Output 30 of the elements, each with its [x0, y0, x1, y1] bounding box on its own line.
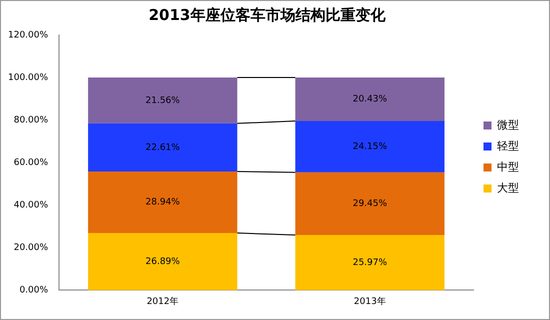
- x-tick-label: 2012年: [146, 296, 179, 307]
- legend-label: 微型: [497, 118, 519, 132]
- bar: [88, 78, 238, 124]
- data-label: 24.15%: [352, 142, 388, 152]
- legend-label: 大型: [497, 181, 519, 194]
- data-label: 21.56%: [145, 96, 180, 106]
- chart-title: 2013年座位客车市场结构比重变化: [148, 6, 386, 24]
- data-label: 25.97%: [352, 258, 388, 268]
- data-label: 28.94%: [145, 198, 180, 208]
- bar: [88, 171, 238, 234]
- bar: [88, 123, 238, 172]
- y-tick-label: 80.00%: [14, 115, 48, 126]
- y-tick-label: 40.00%: [14, 200, 48, 210]
- y-tick-label: 120.00%: [8, 30, 48, 40]
- y-tick-label: 60.00%: [14, 158, 48, 168]
- data-label: 26.89%: [145, 256, 180, 267]
- y-tick-label: 20.00%: [14, 243, 48, 254]
- y-tick-label: 0.00%: [19, 286, 48, 296]
- bar: [88, 233, 238, 290]
- legend-label: 中型: [497, 160, 519, 174]
- data-label: 22.61%: [145, 142, 180, 153]
- y-tick-label: 100.00%: [8, 72, 48, 83]
- legend-label: 轻型: [497, 139, 519, 152]
- bar: [295, 120, 444, 172]
- bar: [295, 172, 444, 235]
- x-tick-label: 2013年: [354, 296, 386, 307]
- bar: [295, 78, 444, 121]
- bar: [295, 234, 444, 290]
- data-label: 29.45%: [352, 199, 388, 209]
- data-label: 20.43%: [352, 94, 388, 105]
